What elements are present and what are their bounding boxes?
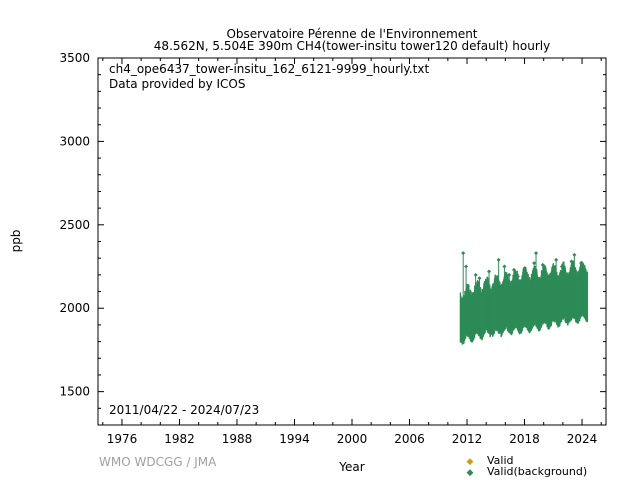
x-tick-label: 2000 — [337, 432, 368, 446]
filename-label: ch4_ope6437_tower-insitu_162_6121-9999_h… — [109, 62, 429, 76]
data-point — [569, 259, 574, 264]
data-layer — [459, 251, 589, 345]
legend-background-label: Valid(background) — [487, 465, 587, 478]
y-tick-label: 2500 — [59, 218, 90, 232]
y-tick-label: 3000 — [59, 134, 90, 148]
data-point — [496, 257, 501, 262]
data-point — [542, 272, 547, 277]
y-tick-label: 1500 — [59, 385, 90, 399]
data-point — [522, 266, 527, 271]
data-point — [502, 264, 507, 269]
data-point — [464, 264, 469, 269]
date-range-label: 2011/04/22 - 2024/07/23 — [109, 403, 259, 417]
plot-frame — [97, 57, 607, 426]
data-point — [540, 262, 545, 267]
y-tick-label: 3500 — [59, 51, 90, 65]
x-axis-ticks: 1976 1982 1988 1994 2000 2006 2012 2018 2024 — [102, 58, 602, 446]
y-axis-ticks: 1500 2000 2500 3000 3500 — [59, 51, 606, 409]
data-point — [473, 272, 478, 277]
x-tick-label: 1988 — [222, 432, 253, 446]
data-point — [507, 272, 512, 277]
data-point — [554, 257, 559, 262]
legend-valid-label: Valid — [487, 454, 514, 467]
data-point — [579, 261, 584, 266]
data-point — [477, 276, 482, 281]
data-point — [461, 251, 466, 256]
x-tick-label: 1982 — [164, 432, 195, 446]
data-point — [532, 261, 537, 266]
data-point — [572, 252, 577, 257]
data-point — [559, 264, 564, 269]
credit-label: WMO WDCGG / JMA — [99, 455, 217, 469]
chart-title: Observatoire Pérenne de l'Environnement — [226, 27, 477, 41]
x-tick-label: 1976 — [107, 432, 138, 446]
x-tick-label: 1994 — [279, 432, 310, 446]
data-point — [515, 274, 520, 279]
data-point — [487, 269, 492, 274]
x-tick-label: 2018 — [509, 432, 540, 446]
chart-subtitle: 48.562N, 5.504E 390m CH4(tower-insitu to… — [154, 39, 550, 53]
y-axis-label: ppb — [9, 230, 23, 253]
legend-valid-marker: ◆ — [467, 457, 474, 467]
data-point — [534, 251, 539, 256]
x-tick-label: 2012 — [452, 432, 483, 446]
x-tick-label: 2024 — [567, 432, 598, 446]
data-point — [582, 267, 587, 272]
x-axis-label: Year — [338, 460, 364, 474]
legend-background-marker: ◆ — [467, 468, 474, 478]
x-tick-label: 2006 — [394, 432, 425, 446]
provider-label: Data provided by ICOS — [109, 77, 245, 91]
legend: ◆ Valid ◆ Valid(background) — [467, 454, 588, 478]
data-point — [511, 267, 516, 272]
y-tick-label: 2000 — [59, 301, 90, 315]
